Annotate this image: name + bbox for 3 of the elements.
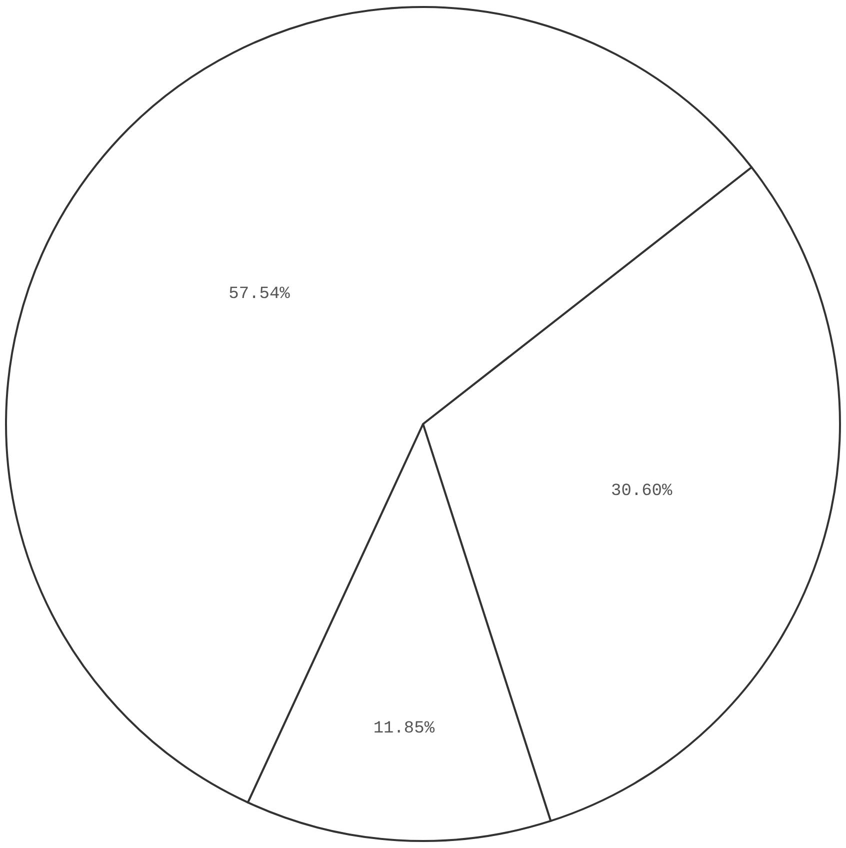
data-label: 11.85%: [373, 720, 436, 739]
data-label: 57.54%: [228, 284, 291, 304]
data-label: 30.60%: [611, 482, 674, 501]
